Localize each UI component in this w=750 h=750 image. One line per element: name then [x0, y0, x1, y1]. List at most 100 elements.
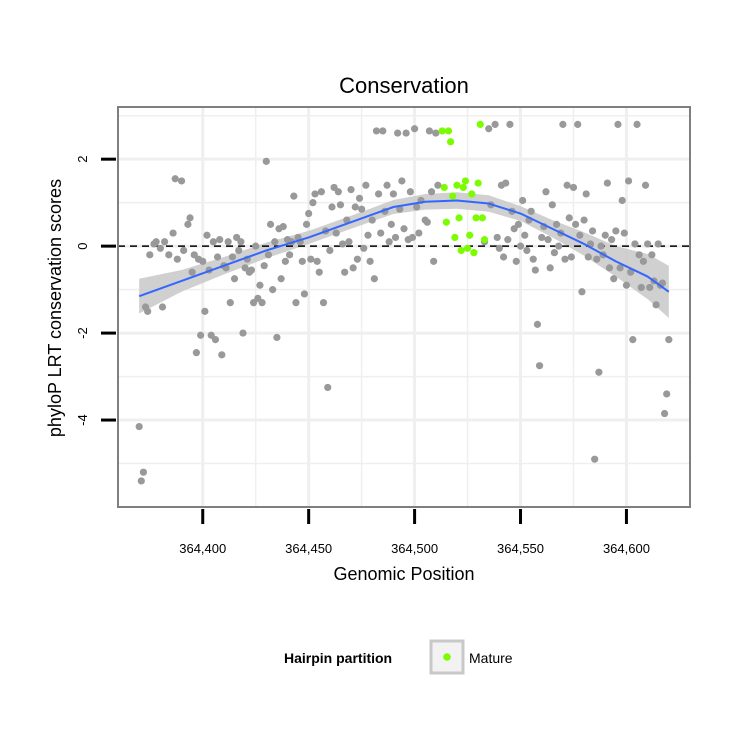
data-point [512, 257, 520, 265]
data-point [379, 127, 387, 135]
data-point [641, 181, 650, 189]
data-point [601, 231, 609, 239]
data-point [197, 331, 205, 339]
data-point [622, 281, 631, 289]
data-point [648, 251, 656, 259]
data-point [531, 266, 539, 274]
data-point [572, 220, 580, 228]
data-point [567, 253, 575, 261]
data-point [618, 196, 626, 205]
data-point [389, 190, 398, 198]
data-point [364, 231, 372, 239]
data-point [383, 181, 391, 189]
data-point [582, 190, 590, 198]
data-point [542, 188, 550, 196]
data-point [519, 196, 527, 205]
x-tick-label: 364,450 [285, 541, 332, 556]
mature-point [438, 127, 446, 135]
data-point [610, 275, 618, 283]
data-point [427, 188, 436, 196]
data-point [372, 127, 381, 135]
x-axis-label: Genomic Position [333, 564, 474, 584]
data-point [258, 299, 266, 307]
data-point [425, 127, 434, 135]
mature-point [480, 236, 489, 244]
data-point [237, 238, 245, 246]
data-point [271, 238, 279, 246]
data-point [203, 231, 211, 239]
data-point [514, 220, 523, 228]
data-point [406, 188, 414, 196]
data-point [624, 177, 633, 185]
data-point [516, 242, 525, 250]
data-point [158, 303, 167, 311]
data-point [374, 190, 383, 198]
legend-title: Hairpin partition [284, 650, 392, 666]
data-point [216, 236, 224, 244]
data-point [660, 409, 669, 418]
data-point [616, 264, 624, 272]
data-point [199, 257, 207, 265]
mature-point [470, 249, 478, 257]
data-point [319, 299, 328, 307]
data-point [218, 351, 226, 359]
data-point [614, 120, 622, 128]
data-point [631, 240, 639, 248]
data-point [665, 336, 673, 344]
data-point [633, 120, 641, 128]
data-point [328, 203, 336, 211]
legend-label: Mature [469, 650, 513, 666]
mature-point [478, 214, 486, 222]
data-point [324, 383, 332, 392]
data-point [561, 255, 569, 263]
data-point [434, 181, 442, 189]
data-point [550, 249, 559, 257]
data-point [523, 246, 531, 255]
data-point [368, 216, 376, 224]
data-point [264, 251, 273, 259]
data-point [533, 320, 542, 328]
data-point [137, 477, 145, 485]
x-tick-label: 364,400 [179, 541, 226, 556]
mature-point [474, 179, 482, 187]
data-point [544, 236, 552, 244]
data-point [186, 214, 194, 222]
data-point [527, 207, 535, 215]
mature-point [463, 244, 472, 252]
data-point [605, 264, 614, 272]
mature-point [455, 214, 463, 222]
y-tick-label: -4 [75, 414, 90, 426]
data-point [584, 253, 592, 261]
data-point [144, 307, 152, 315]
loess-fit-line [138, 199, 670, 298]
data-point [230, 275, 239, 283]
panel-border [117, 106, 691, 508]
data-point [580, 216, 588, 224]
data-point [559, 120, 567, 128]
data-point [385, 238, 393, 246]
data-point [362, 181, 370, 189]
data-point [351, 203, 359, 211]
data-point [152, 238, 160, 246]
data-point [639, 257, 647, 265]
data-point [277, 275, 285, 283]
data-point [588, 227, 597, 235]
data-point [663, 390, 671, 398]
mature-point [476, 120, 484, 128]
data-point [281, 257, 289, 265]
data-point [597, 242, 605, 250]
data-point [260, 262, 268, 270]
data-point [565, 214, 573, 222]
data-point [591, 455, 599, 463]
data-point [161, 238, 169, 246]
data-point [165, 251, 173, 259]
data-point [491, 120, 499, 128]
data-point [211, 336, 220, 344]
data-point [169, 229, 177, 237]
data-point [317, 188, 325, 196]
data-point [546, 264, 554, 272]
data-point [273, 333, 281, 342]
data-point [355, 194, 364, 202]
data-point [292, 299, 300, 307]
mature-point [449, 192, 457, 200]
